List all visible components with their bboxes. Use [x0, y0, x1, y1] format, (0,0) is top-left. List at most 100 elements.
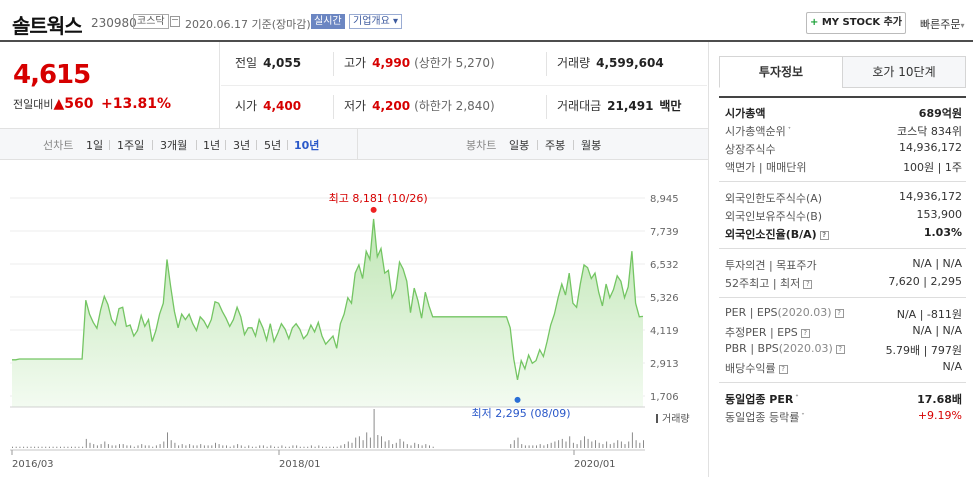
volume-bar: [576, 444, 578, 448]
volume-bar: [74, 446, 76, 448]
info-key-text: 외국인소진율(B/A): [725, 228, 817, 241]
volume-bar: [351, 442, 353, 448]
period-5y[interactable]: 5년: [264, 139, 282, 152]
info-group: 동일업종 PER ᐩ 17.68배 동일업종 등락률 ᐩ +9.19%: [719, 382, 966, 431]
volume-bar: [15, 446, 17, 448]
volume-bar: [517, 437, 519, 448]
help-icon[interactable]: ?: [819, 231, 829, 240]
company-info-button[interactable]: 기업개요 ▾: [349, 14, 403, 29]
volume-bar: [558, 440, 560, 448]
help-icon[interactable]: ?: [835, 345, 845, 354]
info-row: PBR | BPS(2020.03)? 5.79배 | 797원: [725, 340, 966, 358]
volume-bar: [366, 432, 368, 448]
info-value: 7,620 | 2,295: [888, 275, 962, 288]
volume-bar: [96, 445, 98, 448]
volume-bar: [130, 445, 132, 448]
volume-bar: [584, 436, 585, 448]
volume-label: 거래량: [662, 413, 690, 425]
volume-bar: [547, 444, 549, 448]
realtime-button[interactable]: 실시간: [311, 14, 345, 29]
info-key-text: 외국인한도주식수(A): [725, 192, 823, 205]
period-1d[interactable]: 1일: [86, 139, 104, 152]
volume-bar: [403, 441, 405, 448]
info-row: 동일업종 등락률 ᐩ +9.19%: [725, 407, 966, 425]
volume-bar: [399, 438, 401, 448]
superscript-marker: ᐩ: [795, 393, 799, 402]
volume-bar: [240, 445, 242, 448]
quote-value: 4,990: [372, 56, 411, 70]
candle-daily[interactable]: 일봉: [509, 139, 530, 152]
volume-bar: [620, 441, 622, 448]
volume-bar: [296, 445, 298, 448]
info-key-text: PBR | BPS: [725, 342, 779, 355]
volume-bar: [277, 446, 279, 448]
volume-bar: [196, 445, 198, 448]
info-key-text: 배당수익률: [725, 362, 776, 375]
period-10y[interactable]: 10년: [294, 139, 320, 152]
help-icon[interactable]: ?: [834, 309, 844, 318]
info-row: 투자의견 | 목표주가 N/A | N/A: [725, 255, 966, 273]
volume-bar: [63, 446, 65, 448]
volume-bar: [185, 445, 187, 448]
volume-bar: [417, 444, 419, 448]
quick-order-label: 빠른주문: [920, 18, 961, 31]
help-icon[interactable]: ?: [800, 329, 810, 338]
volume-bar: [550, 442, 552, 448]
volume-bar: [325, 446, 327, 448]
volume-bar: [310, 445, 312, 448]
price-change: 전일대비▲560 +13.81%: [13, 96, 171, 112]
volume-bar: [270, 445, 272, 448]
volume-bar: [288, 446, 290, 448]
volume-bar: [392, 444, 394, 448]
volume-bar: [144, 445, 146, 448]
quick-order-button[interactable]: 빠른주문▾: [920, 16, 965, 32]
volume-bar: [598, 442, 600, 448]
invest-info-rows: 시가총액 689억원 시가총액순위 ᐩ 코스닥 834위 상장주식수 14,936,172 액…: [719, 96, 966, 431]
help-icon[interactable]: ?: [803, 280, 813, 289]
volume-bar: [347, 441, 349, 448]
info-row: 외국인소진율(B/A)? 1.03%: [725, 224, 966, 242]
volume-bar: [344, 444, 346, 448]
volume-bar: [163, 441, 165, 448]
volume-bar: [48, 446, 50, 448]
tab-invest-info[interactable]: 투자정보: [719, 56, 843, 88]
volume-bar: [591, 441, 593, 448]
candle-weekly[interactable]: 주봉: [545, 139, 566, 152]
volume-bar: [643, 440, 644, 448]
period-3y[interactable]: 3년: [233, 139, 251, 152]
period-1w[interactable]: 1주일: [117, 139, 145, 152]
help-icon[interactable]: ?: [778, 365, 788, 374]
candle-monthly[interactable]: 월봉: [581, 139, 602, 152]
info-group: PER | EPS(2020.03)? N/A | -811원 추정PER | EP…: [719, 297, 966, 382]
info-key: PBR | BPS(2020.03)?: [725, 342, 845, 355]
quote-label: 거래대금: [557, 99, 602, 113]
volume-bar: [292, 445, 294, 448]
volume-bar: [373, 409, 375, 448]
volume-bar: [580, 440, 582, 448]
quote-prev: 전일 4,055: [235, 42, 301, 85]
volume-bar: [285, 446, 287, 448]
info-key: 동일업종 등락률 ᐩ: [725, 409, 804, 425]
volume-bar: [148, 445, 150, 448]
volume-bar: [248, 445, 250, 448]
info-key-text: 추정PER | EPS: [725, 326, 798, 339]
quote-unit: 백만: [659, 99, 682, 113]
volume-bar: [314, 446, 316, 448]
tab-order-book[interactable]: 호가 10단계: [842, 56, 966, 88]
volume-bar: [34, 446, 36, 448]
candle-chart-label: 봉차트: [466, 139, 497, 152]
info-row: 외국인한도주식수(A) 14,936,172: [725, 188, 966, 206]
info-row: 동일업종 PER ᐩ 17.68배: [725, 389, 966, 407]
base-date: 2020.06.17 기준(장마감): [185, 18, 311, 31]
period-3m[interactable]: 3개월: [160, 139, 188, 152]
period-1y[interactable]: 1년: [203, 139, 221, 152]
mystock-add-button[interactable]: + MY STOCK 추가: [806, 12, 906, 34]
y-tick-label: 1,706: [650, 392, 679, 403]
volume-bar: [137, 445, 139, 448]
volume-bar: [244, 446, 246, 448]
volume-bar: [12, 446, 13, 448]
volume-bar: [19, 446, 21, 448]
info-key: 외국인소진율(B/A)?: [725, 226, 829, 242]
volume-bar: [513, 440, 515, 448]
info-key: 추정PER | EPS?: [725, 324, 810, 340]
